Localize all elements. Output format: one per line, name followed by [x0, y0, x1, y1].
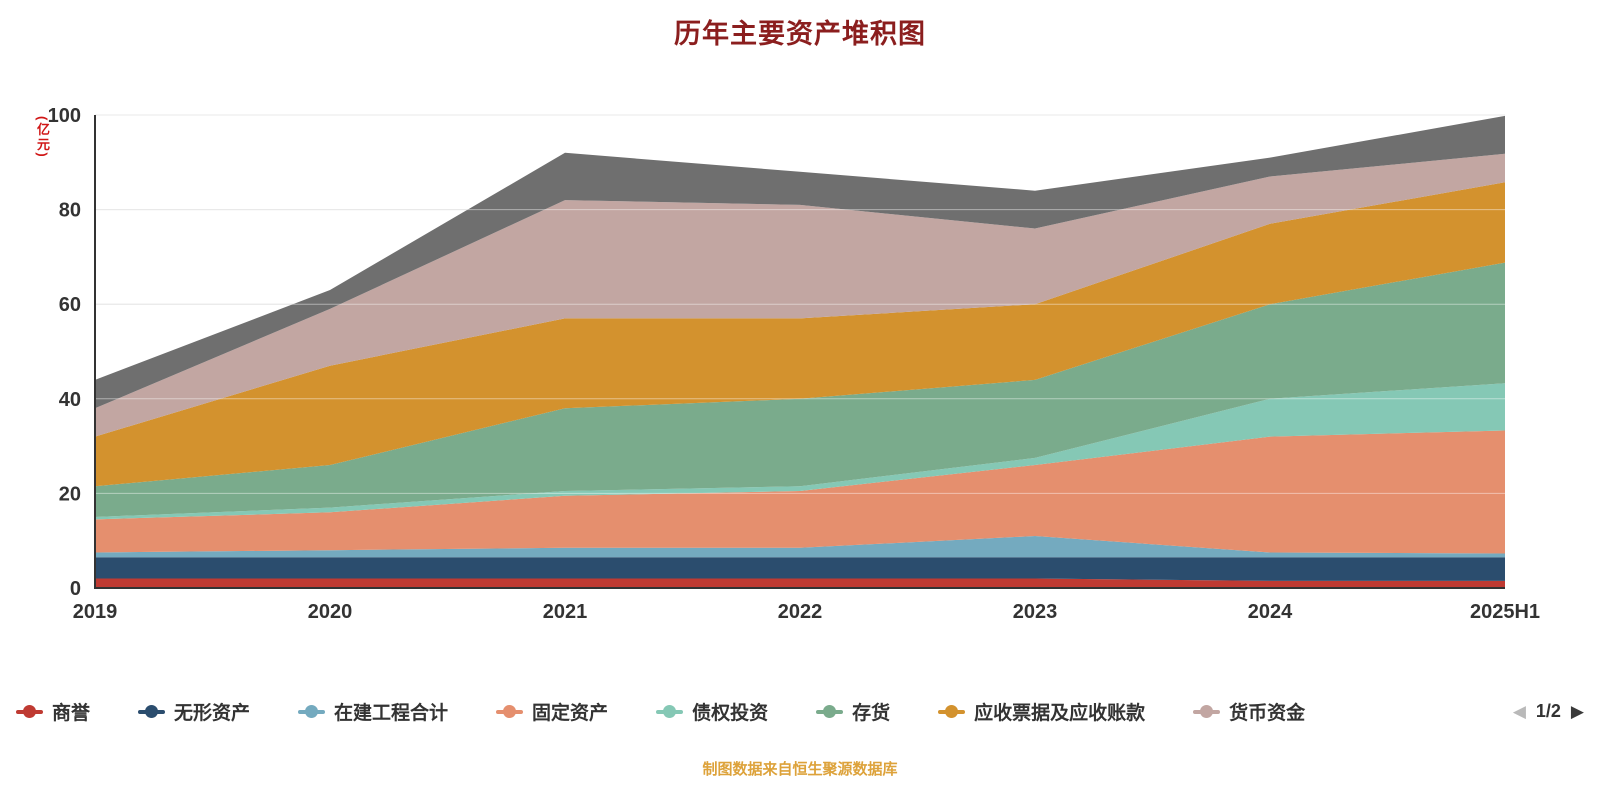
legend-label: 商誉: [52, 703, 91, 724]
legend-item-债权投资[interactable]: 债权投资: [656, 698, 768, 725]
x-tick-label: 2022: [778, 601, 823, 623]
legend-item-固定资产[interactable]: 固定资产: [496, 698, 608, 725]
area-series-6: [95, 182, 1505, 487]
x-tick-label: 2019: [73, 601, 118, 623]
footer-source-note: 制图数据来自恒生聚源数据库: [702, 761, 898, 778]
legend-item-存货[interactable]: 存货: [816, 698, 890, 725]
area-series-3: [95, 430, 1505, 554]
y-tick-label: 20: [59, 483, 81, 505]
legend: 商誉 无形资产 在建工程合计 固定资产 债权投资 存货 应收票据及应收账款 货币资金 ◀ 1/…: [0, 698, 1600, 725]
legend-marker-icon: [496, 704, 524, 719]
x-tick-label: 2021: [543, 601, 588, 623]
y-tick-label: 100: [48, 105, 81, 127]
area-series-2: [95, 536, 1505, 558]
area-series-4: [95, 383, 1505, 520]
legend-marker-icon: [298, 704, 326, 719]
x-tick-label: 2023: [1013, 601, 1058, 623]
legend-item-商誉[interactable]: 商誉: [16, 698, 90, 725]
legend-marker-icon: [938, 704, 966, 719]
area-series-8: [95, 115, 1505, 409]
legend-label: 存货: [852, 703, 891, 724]
legend-pager: ◀ 1/2 ▶: [1513, 701, 1584, 722]
y-tick-label: 0: [70, 578, 81, 600]
legend-label: 货币资金: [1229, 703, 1306, 724]
y-tick-label: 80: [59, 200, 81, 222]
legend-marker-icon: [138, 704, 166, 719]
legend-next-icon[interactable]: ▶: [1570, 701, 1584, 721]
legend-item-无形资产[interactable]: 无形资产: [138, 698, 250, 725]
x-tick-label: 2020: [308, 601, 353, 623]
legend-marker-icon: [816, 704, 844, 719]
legend-marker-icon: [656, 704, 684, 719]
legend-label: 应收票据及应收账款: [974, 703, 1146, 724]
chart-title: 历年主要资产堆积图: [674, 19, 926, 49]
y-tick-label: 40: [59, 389, 81, 411]
legend-item-应收票据及应收账款[interactable]: 应收票据及应收账款: [938, 698, 1145, 725]
legend-prev-icon[interactable]: ◀: [1512, 701, 1526, 721]
legend-page-indicator: 1/2: [1535, 701, 1561, 721]
area-series-7: [95, 153, 1505, 437]
y-tick-label: 60: [59, 294, 81, 316]
area-series-0: [95, 578, 1505, 588]
legend-label: 无形资产: [174, 703, 251, 724]
area-series-5: [95, 262, 1505, 517]
area-series-1: [95, 557, 1505, 581]
legend-label: 在建工程合计: [334, 703, 449, 724]
legend-item-货币资金[interactable]: 货币资金: [1193, 698, 1305, 725]
x-tick-label: 2025H1: [1470, 601, 1540, 623]
legend-label: 固定资产: [532, 703, 609, 724]
legend-label: 债权投资: [692, 703, 769, 724]
legend-item-在建工程合计[interactable]: 在建工程合计: [298, 698, 448, 725]
legend-marker-icon: [1193, 704, 1221, 719]
legend-marker-icon: [16, 704, 43, 719]
x-tick-label: 2024: [1248, 601, 1293, 623]
y-axis-unit-label: (亿元): [35, 116, 50, 159]
legend-items: 商誉 无形资产 在建工程合计 固定资产 债权投资 存货 应收票据及应收账款 货币资金: [16, 698, 1305, 725]
